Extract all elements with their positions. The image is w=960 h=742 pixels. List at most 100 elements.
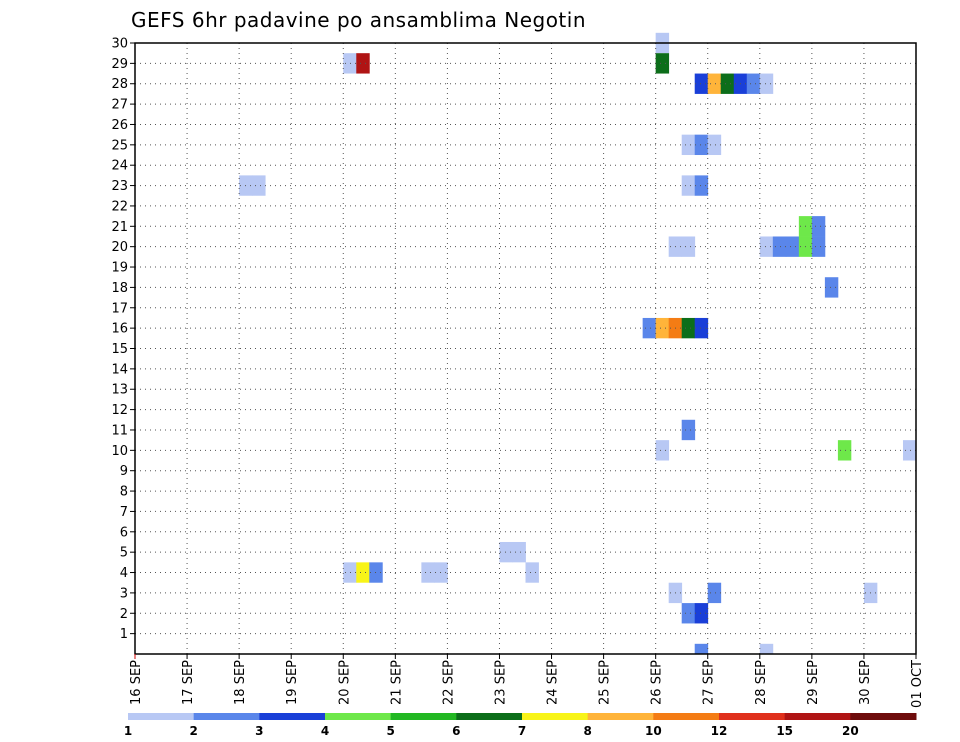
y-tick-label: 1 (120, 627, 128, 642)
x-tick-label: 22 SEP (441, 660, 456, 705)
x-tick-label: 01 OCT (910, 660, 925, 708)
heatmap-cell (681, 236, 696, 257)
y-tick-label: 18 (111, 281, 128, 296)
x-tick-label: 19 SEP (285, 660, 300, 705)
heatmap-cell (694, 134, 709, 156)
heatmap-cell (499, 541, 513, 563)
heatmap-cell (681, 603, 696, 624)
heatmap-cell (369, 562, 383, 583)
x-tick-label: 27 SEP (702, 660, 717, 705)
heatmap-cell (694, 603, 709, 624)
x-tick-label: 25 SEP (598, 660, 613, 705)
x-tick-label: 30 SEP (858, 660, 873, 705)
colorbar-segment (390, 713, 457, 720)
x-tick-label: 17 SEP (181, 660, 196, 705)
colorbar-segment (325, 713, 392, 720)
heatmap-cell (746, 73, 761, 94)
y-tick-label: 26 (111, 118, 128, 133)
y-tick-label: 6 (120, 525, 128, 540)
y-tick-label: 4 (120, 566, 128, 581)
heatmap-cell (681, 175, 696, 196)
x-tick-label: 20 SEP (337, 660, 352, 705)
colorbar-segment (850, 713, 917, 720)
y-tick-label: 23 (111, 179, 128, 194)
heatmap-cell (707, 73, 722, 94)
colorbar-segment (128, 713, 195, 720)
heatmap-cell (707, 134, 722, 156)
colorbar-segment (456, 713, 523, 720)
heatmap-cell (343, 562, 357, 583)
cells-layer (239, 32, 917, 654)
y-axis: 1234567891011121314151617181920212223242… (111, 37, 135, 642)
y-tick-label: 17 (111, 301, 128, 316)
colorbar-label: 20 (842, 724, 859, 738)
colorbar-label: 2 (189, 724, 197, 738)
colorbar-segment (784, 713, 851, 720)
y-tick-label: 7 (120, 505, 128, 520)
colorbar-label: 5 (386, 724, 394, 738)
colorbar-segment (719, 713, 786, 720)
heatmap-cell (252, 175, 266, 196)
colorbar-label: 4 (321, 724, 329, 738)
y-tick-label: 9 (120, 464, 128, 479)
y-tick-label: 24 (111, 159, 128, 174)
heatmap-cell (694, 73, 709, 94)
y-tick-label: 28 (111, 77, 128, 92)
colorbar: 1 2 3 4 5 6 7 8 10 12 15 20 (124, 713, 917, 738)
colorbar-label: 10 (645, 724, 662, 738)
y-tick-label: 5 (120, 546, 128, 561)
y-tick-label: 29 (111, 57, 128, 72)
x-tick-label: 29 SEP (806, 660, 821, 705)
colorbar-label: 15 (776, 724, 793, 738)
x-tick-label: 18 SEP (233, 660, 248, 705)
y-tick-label: 10 (111, 444, 128, 459)
y-tick-label: 21 (111, 220, 128, 235)
heatmap-cell (655, 53, 670, 74)
heatmap-cell (694, 317, 709, 339)
y-tick-label: 30 (111, 37, 128, 52)
y-tick-label: 11 (111, 423, 128, 438)
heatmap-cell (707, 582, 722, 604)
colorbar-segment (522, 713, 589, 720)
heatmap-cell (720, 73, 735, 94)
colorbar-segment (653, 713, 720, 720)
y-tick-label: 22 (111, 199, 128, 214)
heatmap-cell (512, 541, 526, 563)
colorbar-label: 7 (518, 724, 526, 738)
heatmap-cell (356, 562, 370, 583)
x-axis: 16 SEP 17 SEP 18 SEP 19 SEP 20 SEP 21 SEP 22 S… (129, 654, 925, 708)
heatmap-cell (681, 317, 696, 339)
y-tick-label: 12 (111, 403, 128, 418)
x-tick-label: 16 SEP (129, 660, 144, 705)
x-tick-label: 21 SEP (389, 660, 404, 705)
heatmap-cell (434, 562, 448, 583)
y-tick-label: 15 (111, 342, 128, 357)
heatmap-cell (785, 236, 800, 257)
colorbar-segment (587, 713, 654, 720)
y-tick-label: 3 (120, 586, 128, 601)
y-tick-label: 13 (111, 383, 128, 398)
heatmap-cell (356, 53, 370, 74)
heatmap-cell (759, 73, 774, 94)
heatmap-cell (694, 175, 709, 196)
y-tick-label: 2 (120, 607, 128, 622)
colorbar-label: 12 (711, 724, 728, 738)
colorbar-segment (193, 713, 260, 720)
x-tick-label: 24 SEP (546, 660, 561, 705)
grid-layer (135, 42, 917, 654)
heatmap-cell (421, 562, 435, 583)
heatmap-cell (772, 236, 787, 257)
heatmap-cell (655, 317, 670, 339)
y-tick-label: 8 (120, 485, 128, 500)
colorbar-segment (259, 713, 326, 720)
chart-title: GEFS 6hr padavine po ansamblima Negotin (131, 8, 586, 32)
y-tick-label: 14 (111, 362, 128, 377)
heatmap-cell (759, 643, 774, 654)
heatmap-cell (655, 440, 670, 461)
colorbar-label: 1 (124, 724, 132, 738)
y-tick-label: 20 (111, 240, 128, 255)
colorbar-label: 6 (452, 724, 460, 738)
heatmap-cell (642, 317, 657, 339)
heatmap-cell (837, 440, 852, 461)
colorbar-label: 3 (255, 724, 263, 738)
